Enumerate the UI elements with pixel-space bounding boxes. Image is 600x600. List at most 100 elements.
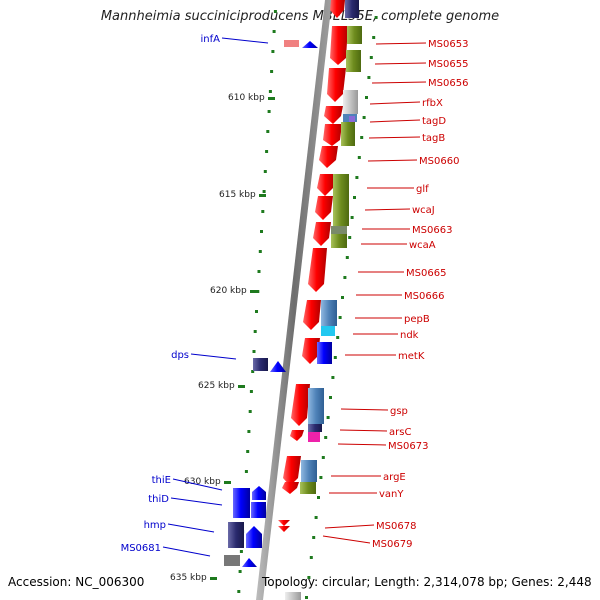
tick-mark (307, 576, 311, 579)
gene-arrow[interactable] (233, 488, 250, 518)
gene-label[interactable]: MS0665 (406, 268, 446, 279)
cog-bar (285, 592, 301, 600)
tick-mark (353, 196, 356, 199)
kbp-tick (268, 97, 275, 100)
gene-arrow[interactable] (313, 222, 331, 246)
gene-label[interactable]: thiE (152, 475, 171, 486)
gene-label[interactable]: MS0666 (404, 291, 444, 302)
gene-label[interactable]: MS0678 (376, 521, 416, 532)
kbp-scale: 610 kbp 615 kbp 620 kbp 625 kbp 630 kbp 635 k… (170, 93, 275, 583)
gene-arrow[interactable] (246, 526, 262, 548)
tick-mark (331, 376, 335, 379)
tick-mark (305, 596, 308, 599)
gene-label[interactable]: vanY (379, 489, 404, 500)
gene-label[interactable]: arsC (389, 427, 411, 438)
gene-label[interactable]: hmp (144, 520, 166, 531)
cog-bar (333, 174, 349, 226)
kbp-label: 625 kbp (198, 381, 235, 391)
gene-arrow[interactable] (282, 482, 299, 494)
gene-label[interactable]: pepB (404, 314, 430, 325)
label-leader-line (375, 42, 427, 45)
gene-label[interactable]: MS0660 (419, 156, 459, 167)
tick-mark (267, 110, 271, 113)
label-leader-line (172, 478, 223, 491)
tick-mark (343, 276, 347, 279)
gene-arrow[interactable] (330, 0, 345, 18)
gene-arrow[interactable] (291, 384, 310, 426)
tick-mark (341, 296, 344, 299)
label-leader-line (369, 119, 421, 123)
kbp-tick (210, 577, 217, 580)
label-leader-line (339, 429, 388, 432)
gene-arrow[interactable] (302, 41, 318, 48)
gene-arrow[interactable] (290, 430, 304, 441)
gene-label[interactable]: tagD (422, 116, 446, 127)
tick-mark (345, 256, 349, 259)
cog-bar (228, 522, 244, 548)
gene-arrow[interactable] (278, 520, 290, 526)
gene-arrow[interactable] (315, 196, 333, 220)
tick-mark (365, 96, 368, 99)
tick-mark (348, 236, 352, 239)
gene-arrow[interactable] (302, 338, 320, 364)
tick-mark (362, 116, 366, 119)
cog-bar (284, 40, 299, 47)
gene-arrow[interactable] (319, 146, 338, 168)
gene-arrow[interactable] (242, 558, 257, 567)
tick-mark (265, 150, 269, 153)
label-leader-line (162, 546, 211, 557)
kbp-label: 615 kbp (219, 190, 256, 200)
gene-label[interactable]: metK (398, 351, 425, 362)
gene-label[interactable]: tagB (422, 133, 445, 144)
gene-label[interactable]: MS0679 (372, 539, 412, 550)
gene-label[interactable]: infA (201, 34, 221, 45)
cog-bar (301, 460, 317, 482)
gene-label[interactable]: ndk (400, 330, 419, 341)
gene-arrow[interactable] (330, 26, 348, 65)
gene-arrow[interactable] (303, 300, 321, 330)
gene-arrow[interactable] (270, 361, 286, 372)
gene-label[interactable]: dps (171, 350, 189, 361)
gene-label[interactable]: wcaJ (412, 205, 435, 216)
cog-bar (331, 226, 347, 234)
gene-label[interactable]: glf (416, 184, 429, 195)
gene-arrow[interactable] (317, 342, 332, 364)
label-leader-line (367, 159, 418, 162)
gene-arrow[interactable] (283, 456, 301, 486)
kbp-tick (238, 385, 245, 388)
gene-arrow[interactable] (317, 174, 335, 196)
label-leader-line (364, 208, 411, 211)
tick-mark (319, 476, 323, 479)
cog-bar (321, 326, 335, 336)
tick-mark (266, 130, 270, 133)
gene-label[interactable]: gsp (390, 406, 408, 417)
gene-label[interactable]: MS0653 (428, 39, 468, 50)
gene-arrow[interactable] (251, 502, 266, 518)
gene-label[interactable]: wcaA (409, 240, 436, 251)
gene-label[interactable]: MS0681 (121, 543, 161, 554)
gene-arrow[interactable] (252, 486, 266, 500)
gene-arrow[interactable] (308, 248, 327, 292)
gene-label[interactable]: MS0673 (388, 441, 428, 452)
tick-mark (333, 356, 337, 359)
tick-mark (246, 450, 250, 453)
gene-label[interactable]: thiD (148, 494, 169, 505)
gene-label[interactable]: MS0656 (428, 78, 468, 89)
map-title: Mannheimia succiniciproducens MBEL55E, c… (100, 9, 500, 24)
gene-label[interactable]: MS0663 (412, 225, 452, 236)
label-leader-line (340, 408, 389, 411)
gene-label[interactable]: MS0655 (428, 59, 468, 70)
function-track (285, 0, 362, 600)
tick-mark (336, 336, 340, 339)
tick-mark (314, 516, 318, 519)
tick-mark (312, 536, 316, 539)
gene-arrow[interactable] (327, 68, 346, 102)
gene-arrow[interactable] (324, 106, 343, 124)
gene-arrow[interactable] (278, 526, 290, 532)
forward-gene-track (278, 0, 348, 532)
gene-label[interactable]: argE (383, 472, 406, 483)
gene-label[interactable]: rfbX (422, 98, 443, 109)
gene-arrow[interactable] (323, 124, 342, 146)
label-leader-line (167, 523, 215, 533)
